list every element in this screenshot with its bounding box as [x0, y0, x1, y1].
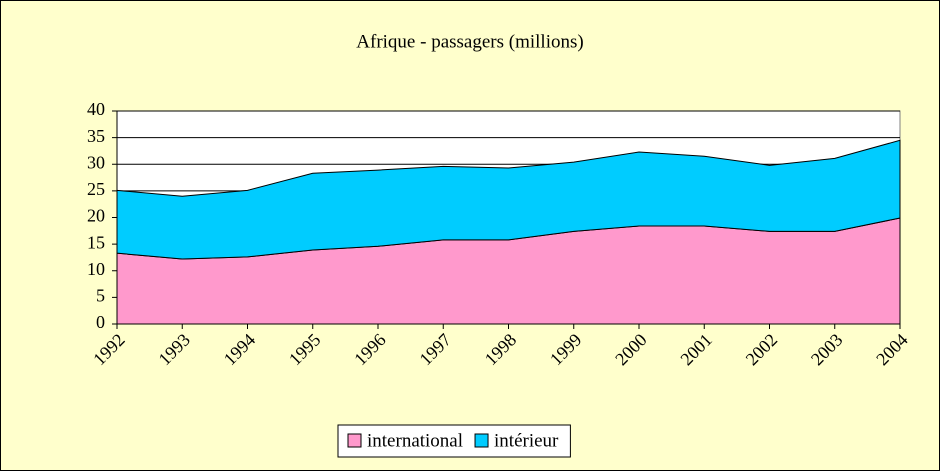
legend-label: intérieur [494, 430, 559, 451]
y-tick-label: 15 [87, 232, 105, 252]
y-tick-label: 30 [87, 152, 105, 172]
y-tick-label: 25 [87, 179, 105, 199]
y-tick-label: 40 [87, 99, 105, 119]
y-tick-label: 20 [87, 206, 105, 226]
area [116, 139, 901, 260]
legend-label: international [367, 430, 463, 451]
legend: international intérieur [337, 424, 571, 458]
y-tick-label: 0 [96, 312, 105, 332]
legend-swatch [474, 433, 489, 448]
legend-box [337, 424, 571, 458]
y-tick-label: 10 [87, 259, 105, 279]
y-tick-label: 5 [96, 286, 105, 306]
legend-swatch [347, 433, 362, 448]
chart-title: Afrique - passagers (millions) [356, 31, 583, 52]
y-tick-label: 35 [87, 126, 105, 146]
